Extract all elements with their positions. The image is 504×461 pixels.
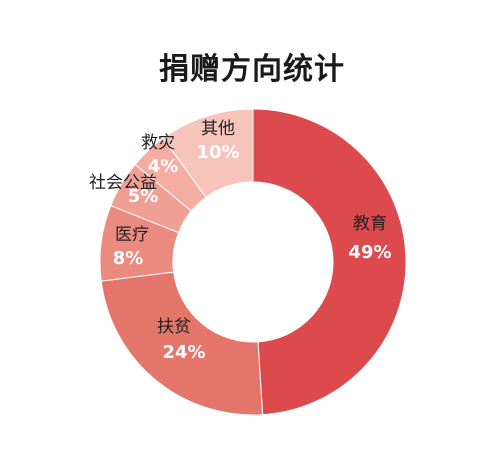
slice-label-6: 其他 (201, 119, 235, 139)
slice-6 (162, 108, 254, 198)
slice-percent-1: 49% (348, 242, 391, 263)
slice-percent-3: 8% (113, 248, 144, 269)
slice-label-5: 救灾 (141, 133, 175, 153)
chart-title: 捐赠方向统计 (159, 52, 345, 87)
slice-percent-2: 24% (162, 342, 205, 363)
slice-label-2: 扶贫 (157, 317, 191, 337)
slice-1 (252, 108, 407, 416)
slice-label-1: 教育 (353, 214, 387, 234)
slice-percent-5: 4% (148, 156, 179, 177)
slice-percent-6: 10% (196, 142, 239, 163)
slice-percent-4: 5% (128, 186, 159, 207)
slice-2 (100, 271, 264, 416)
slice-label-3: 医疗 (115, 225, 149, 245)
slice-label-4: 社会公益 (89, 173, 157, 193)
